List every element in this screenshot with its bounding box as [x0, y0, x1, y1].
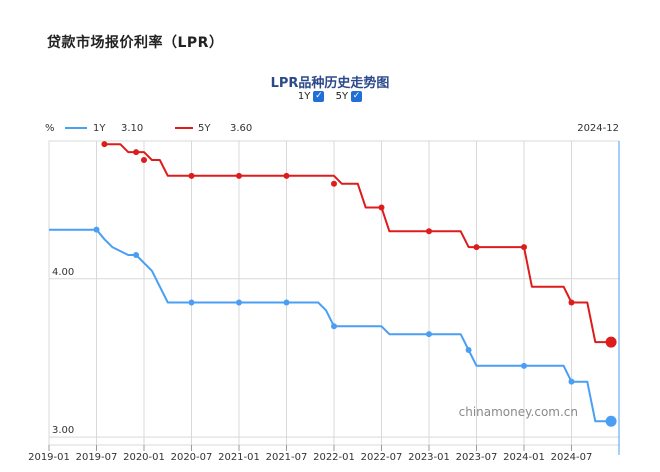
watermark: chinamoney.com.cn	[459, 405, 578, 419]
legend-5y-label: 5Y	[198, 123, 211, 134]
current-period-label: 2024-12	[577, 123, 619, 134]
x-tick-label: 2024-07	[551, 452, 593, 463]
series-1y-point	[93, 226, 100, 233]
y-tick-label: 4.00	[52, 267, 74, 278]
x-tick-label: 2021-07	[266, 452, 308, 463]
grid	[48, 140, 620, 446]
x-tick-label: 2020-01	[123, 452, 165, 463]
series-5y-line	[104, 143, 612, 344]
series-5y-point	[141, 157, 147, 163]
legend-1y-value: 3.10	[121, 123, 143, 134]
series-5y-point	[426, 228, 432, 235]
series-1y-point	[521, 362, 527, 369]
series-5y-point	[521, 244, 527, 251]
series-5y-point	[133, 149, 140, 156]
panel-title: 贷款市场报价利率（LPR）	[47, 35, 224, 51]
series-1y-point	[568, 378, 575, 385]
checkbox-checked-icon[interactable]: ✓	[313, 91, 325, 102]
x-tick-label: 2019-07	[76, 452, 118, 463]
toggle-5y[interactable]: 5Y ✓	[335, 91, 363, 102]
axes: 2019-01 2019-07 2020-01 2020-07 2021-01 2021-…	[28, 141, 620, 463]
series-1y-point	[331, 323, 337, 330]
series-1y-point	[426, 331, 432, 338]
x-tick-label: 2022-01	[313, 452, 355, 463]
legend-5y-value: 3.60	[230, 123, 252, 134]
series-5y-point	[378, 204, 385, 211]
x-tick-label: 2023-01	[408, 452, 450, 463]
toggle-1y-label: 1Y	[297, 91, 311, 102]
legend-1y-label: 1Y	[93, 123, 106, 134]
x-tick-label: 2021-01	[218, 452, 260, 463]
toggle-1y[interactable]: 1Y ✓	[297, 91, 325, 102]
x-tick-label: 2019-01	[28, 452, 70, 463]
x-tick-label: 2024-01	[503, 452, 545, 463]
x-tick-label: 2023-07	[456, 452, 498, 463]
chart-title: LPR品种历史走势图	[270, 76, 390, 91]
series-1y-point	[465, 347, 472, 353]
x-tick-label: 2020-07	[171, 452, 213, 463]
toggle-5y-label: 5Y	[335, 91, 349, 102]
checkbox-checked-icon[interactable]: ✓	[351, 91, 363, 102]
series-toggles: 1Y ✓ 5Y ✓	[0, 91, 660, 102]
series-1y-point	[133, 252, 140, 258]
series-5y-point	[188, 172, 195, 179]
series-5y-point	[331, 180, 337, 187]
series-5y-point	[568, 299, 575, 306]
series-5y-point	[101, 141, 108, 148]
x-tick-label: 2022-07	[361, 452, 403, 463]
y-unit-label: %	[45, 123, 55, 134]
series	[49, 141, 617, 427]
series-5y-point	[283, 172, 290, 179]
series-1y-point	[236, 299, 242, 306]
series-5y-point	[236, 172, 242, 179]
y-tick-label: 3.00	[52, 425, 74, 436]
series-5y-current-point	[605, 336, 617, 348]
series-1y-point	[188, 299, 195, 306]
series-1y-current-point	[605, 415, 617, 427]
series-1y-point	[283, 299, 290, 306]
series-5y-point	[473, 244, 480, 251]
